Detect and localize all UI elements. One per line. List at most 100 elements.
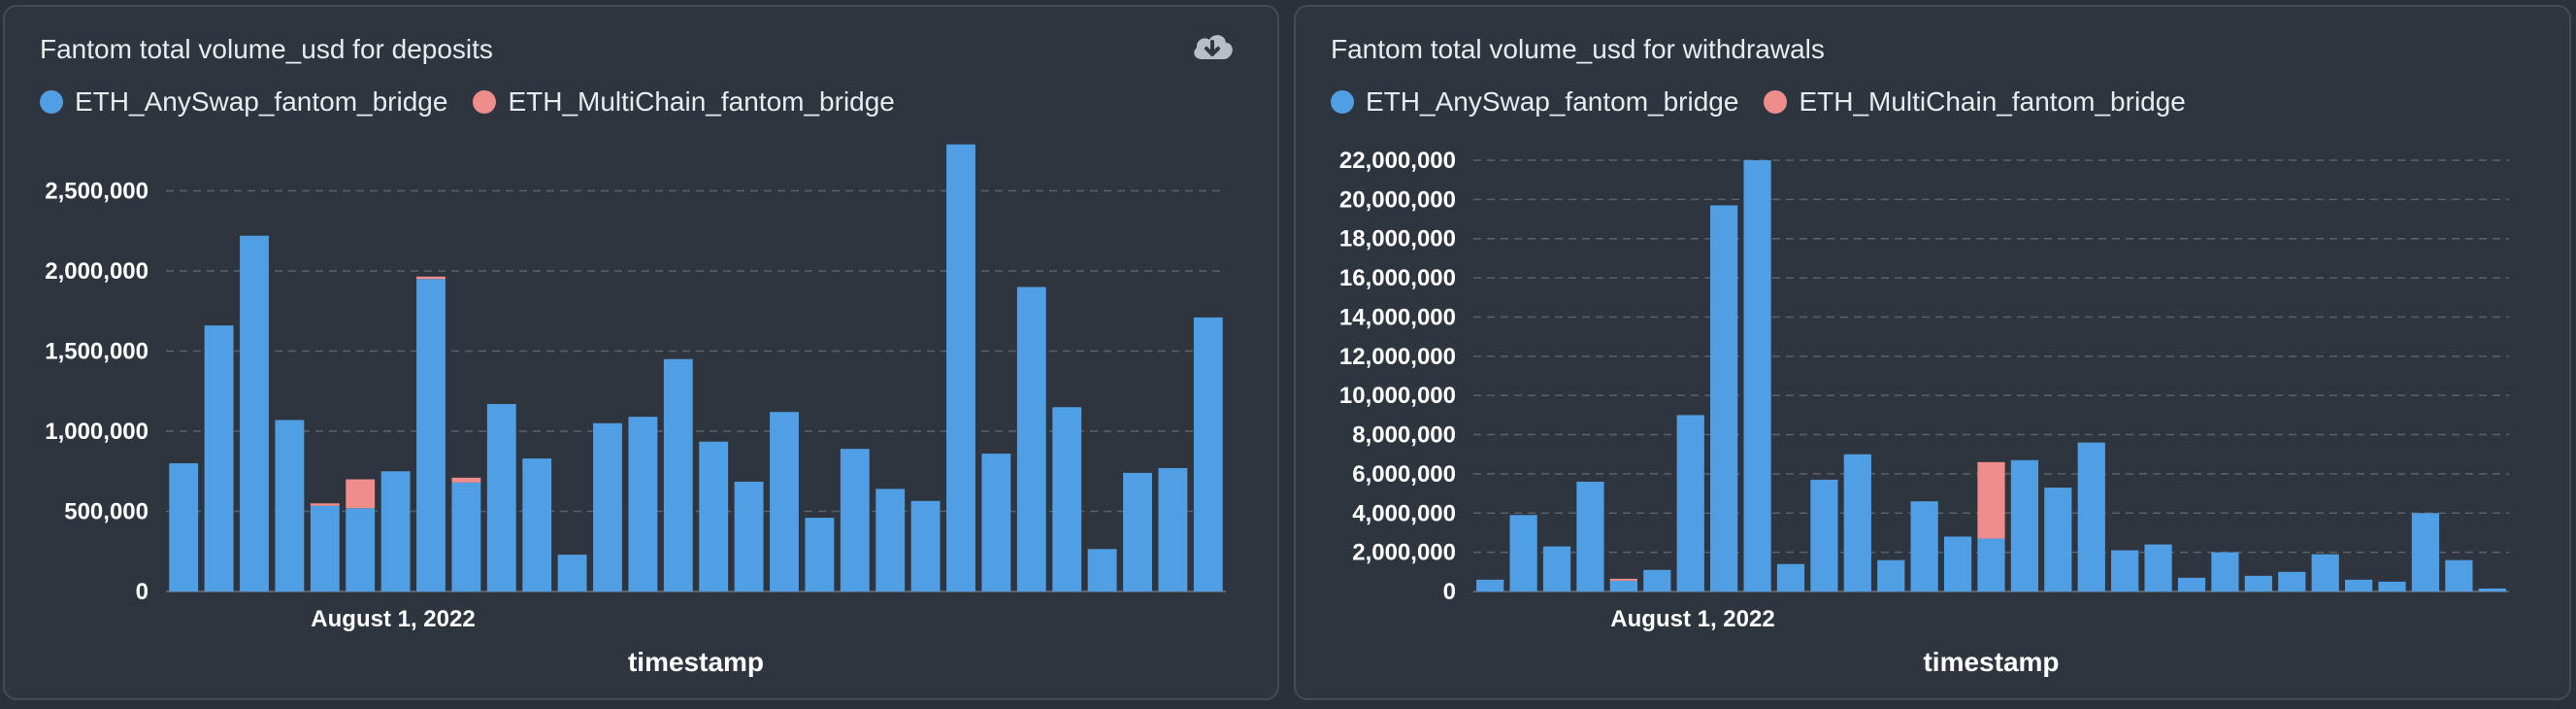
y-tick-label: 16,000,000 [1339, 265, 1456, 291]
bar-anyswap[interactable] [522, 458, 552, 591]
bar-anyswap[interactable] [1158, 467, 1188, 591]
bar-anyswap[interactable] [1977, 538, 2005, 591]
legend-label-multichain: ETH_MultiChain_fantom_bridge [508, 86, 895, 117]
bar-anyswap[interactable] [2077, 442, 2105, 591]
legend-dot-anyswap [40, 90, 63, 114]
bar-anyswap[interactable] [2010, 459, 2039, 591]
bar-anyswap[interactable] [275, 420, 305, 591]
bar-anyswap[interactable] [2478, 588, 2506, 591]
deposits-legend: ETH_AnySwap_fantom_bridge ETH_MultiChain… [40, 86, 895, 118]
bar-anyswap[interactable] [1843, 454, 1871, 591]
bar-anyswap[interactable] [1910, 501, 1938, 591]
legend-item-anyswap[interactable]: ETH_AnySwap_fantom_bridge [1331, 86, 1738, 118]
bar-anyswap[interactable] [2311, 554, 2339, 591]
bar-anyswap[interactable] [1193, 317, 1223, 591]
bar-multichain[interactable] [1977, 461, 2005, 539]
bar-anyswap[interactable] [380, 471, 411, 591]
bar-anyswap[interactable] [1476, 579, 1504, 591]
bar-multichain[interactable] [416, 276, 446, 280]
withdrawals-chart-title[interactable]: Fantom total volume_usd for withdrawals [1331, 34, 1825, 64]
legend-item-multichain[interactable]: ETH_MultiChain_fantom_bridge [473, 86, 895, 118]
y-tick-label: 2,000,000 [1352, 540, 1456, 566]
y-tick-label: 6,000,000 [1352, 461, 1456, 488]
y-tick-label: 1,500,000 [45, 339, 149, 365]
bar-anyswap[interactable] [2111, 550, 2139, 591]
bar-anyswap[interactable] [169, 463, 199, 591]
bar-anyswap[interactable] [2177, 577, 2206, 591]
bar-multichain[interactable] [346, 479, 376, 509]
legend-label-anyswap: ETH_AnySwap_fantom_bridge [1366, 86, 1739, 117]
bar-anyswap[interactable] [416, 279, 446, 591]
bar-anyswap[interactable] [770, 412, 799, 591]
bar-anyswap[interactable] [875, 489, 906, 591]
bar-anyswap[interactable] [1743, 160, 1771, 591]
bar-anyswap[interactable] [663, 358, 693, 591]
y-tick-label: 2,000,000 [45, 258, 149, 285]
y-tick-label: 12,000,000 [1339, 344, 1456, 370]
bar-anyswap[interactable] [1643, 569, 1671, 591]
bar-anyswap[interactable] [1943, 536, 1972, 591]
deposits-bar-chart: 0 500,000 1,000,000 1,500,000 2,000,000 2,500… [45, 144, 1226, 677]
bar-anyswap[interactable] [310, 505, 340, 591]
bar-multichain[interactable] [1609, 578, 1637, 581]
bar-anyswap[interactable] [2144, 544, 2172, 591]
bar-anyswap[interactable] [1542, 546, 1571, 591]
legend-item-anyswap[interactable]: ETH_AnySwap_fantom_bridge [40, 86, 447, 118]
bar-anyswap[interactable] [1123, 472, 1152, 591]
bar-anyswap[interactable] [1087, 549, 1117, 591]
bar-multichain[interactable] [310, 503, 340, 506]
bar-anyswap[interactable] [1676, 415, 1704, 591]
y-tick-label: 500,000 [64, 499, 149, 525]
bar-multichain[interactable] [451, 477, 481, 483]
bar-anyswap[interactable] [204, 325, 234, 591]
x-tick-label: August 1, 2022 [1610, 606, 1774, 632]
bar-anyswap[interactable] [593, 422, 622, 591]
legend-dot-multichain [1764, 90, 1788, 114]
withdrawals-chart-card: Fantom total volume_usd for withdrawals … [1294, 5, 2571, 700]
bar-anyswap[interactable] [628, 417, 658, 591]
deposits-chart-title[interactable]: Fantom total volume_usd for deposits [40, 34, 493, 64]
y-tick-label: 0 [136, 579, 149, 605]
y-tick-label: 2,500,000 [45, 179, 149, 205]
bar-anyswap[interactable] [946, 144, 975, 591]
cloud-download-icon[interactable] [1190, 30, 1235, 65]
bar-anyswap[interactable] [1609, 580, 1637, 591]
bar-anyswap[interactable] [346, 508, 376, 591]
bar-anyswap[interactable] [240, 235, 269, 591]
bar-anyswap[interactable] [1052, 407, 1082, 591]
y-tick-label: 4,000,000 [1352, 500, 1456, 526]
bar-anyswap[interactable] [910, 500, 941, 591]
legend-dot-anyswap [1331, 90, 1354, 114]
bar-anyswap[interactable] [805, 518, 835, 591]
bar-anyswap[interactable] [1016, 287, 1046, 592]
bar-anyswap[interactable] [1576, 481, 1604, 591]
legend-item-multichain[interactable]: ETH_MultiChain_fantom_bridge [1764, 86, 2186, 118]
bar-anyswap[interactable] [1877, 559, 1905, 591]
bar-anyswap[interactable] [557, 555, 587, 591]
y-tick-label: 8,000,000 [1352, 422, 1456, 449]
y-tick-label: 1,000,000 [45, 419, 149, 445]
withdrawals-legend: ETH_AnySwap_fantom_bridge ETH_MultiChain… [1331, 86, 2186, 118]
bar-anyswap[interactable] [2345, 579, 2373, 591]
bar-anyswap[interactable] [2445, 559, 2473, 591]
bar-anyswap[interactable] [486, 403, 516, 591]
bar-anyswap[interactable] [734, 481, 764, 591]
bar-anyswap[interactable] [1509, 515, 1537, 591]
y-tick-label: 14,000,000 [1339, 304, 1456, 330]
bar-anyswap[interactable] [2411, 513, 2440, 591]
bar-anyswap[interactable] [2044, 488, 2072, 591]
legend-label-multichain: ETH_MultiChain_fantom_bridge [1799, 86, 2186, 117]
bar-anyswap[interactable] [2378, 581, 2406, 591]
bar-anyswap[interactable] [2278, 571, 2306, 591]
bar-anyswap[interactable] [699, 441, 729, 591]
bar-anyswap[interactable] [1776, 563, 1805, 591]
bar-anyswap[interactable] [1810, 479, 1838, 591]
bar-anyswap[interactable] [451, 482, 481, 591]
x-axis-title: timestamp [1923, 647, 2059, 677]
bar-anyswap[interactable] [2211, 552, 2239, 591]
bar-anyswap[interactable] [2244, 575, 2272, 591]
deposits-chart-card: Fantom total volume_usd for deposits ETH… [3, 5, 1279, 700]
bar-anyswap[interactable] [1710, 205, 1738, 591]
bar-anyswap[interactable] [981, 454, 1011, 591]
bar-anyswap[interactable] [840, 449, 870, 591]
